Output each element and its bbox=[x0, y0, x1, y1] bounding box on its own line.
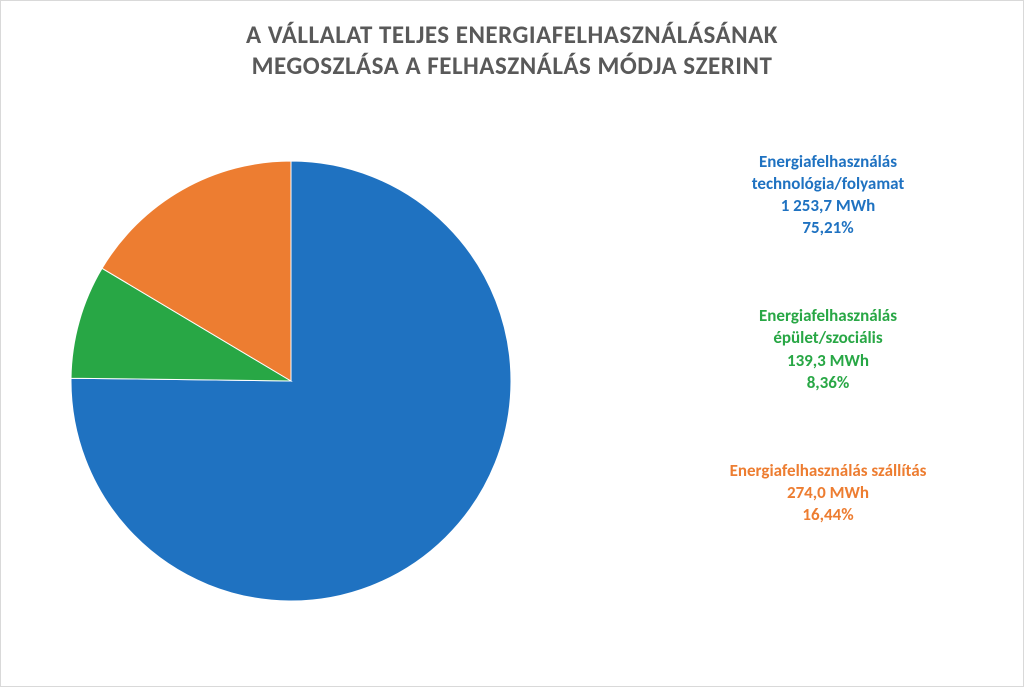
legend-value-mwh: 1 253,7 MWh bbox=[663, 195, 993, 217]
legend-value-percent: 8,36% bbox=[663, 372, 993, 394]
chart-title: A VÁLLALAT TELJES ENERGIAFELHASZNÁLÁSÁNA… bbox=[1, 19, 1023, 82]
legend-value-percent: 75,21% bbox=[663, 217, 993, 239]
legend: Energiafelhasználás technológia/folyamat… bbox=[663, 151, 993, 526]
chart-title-line-2: MEGOSZLÁSA A FELHASZNÁLÁS MÓDJA SZERINT bbox=[1, 50, 1023, 81]
legend-value-mwh: 274,0 MWh bbox=[663, 482, 993, 504]
chart-title-line-1: A VÁLLALAT TELJES ENERGIAFELHASZNÁLÁSÁNA… bbox=[1, 19, 1023, 50]
legend-item-building: Energiafelhasználás épület/szociális 139… bbox=[663, 305, 993, 393]
legend-label-line: technológia/folyamat bbox=[663, 173, 993, 195]
legend-value-percent: 16,44% bbox=[663, 504, 993, 526]
legend-value-mwh: 139,3 MWh bbox=[663, 350, 993, 372]
pie-chart bbox=[71, 161, 511, 601]
chart-frame: A VÁLLALAT TELJES ENERGIAFELHASZNÁLÁSÁNA… bbox=[0, 0, 1024, 687]
legend-label-line: Energiafelhasználás szállítás bbox=[663, 460, 993, 482]
legend-label-line: Energiafelhasználás bbox=[663, 151, 993, 173]
pie-svg bbox=[71, 161, 511, 601]
legend-item-technology: Energiafelhasználás technológia/folyamat… bbox=[663, 151, 993, 239]
legend-item-transport: Energiafelhasználás szállítás 274,0 MWh … bbox=[663, 460, 993, 526]
legend-label-line: épület/szociális bbox=[663, 327, 993, 349]
legend-label-line: Energiafelhasználás bbox=[663, 305, 993, 327]
